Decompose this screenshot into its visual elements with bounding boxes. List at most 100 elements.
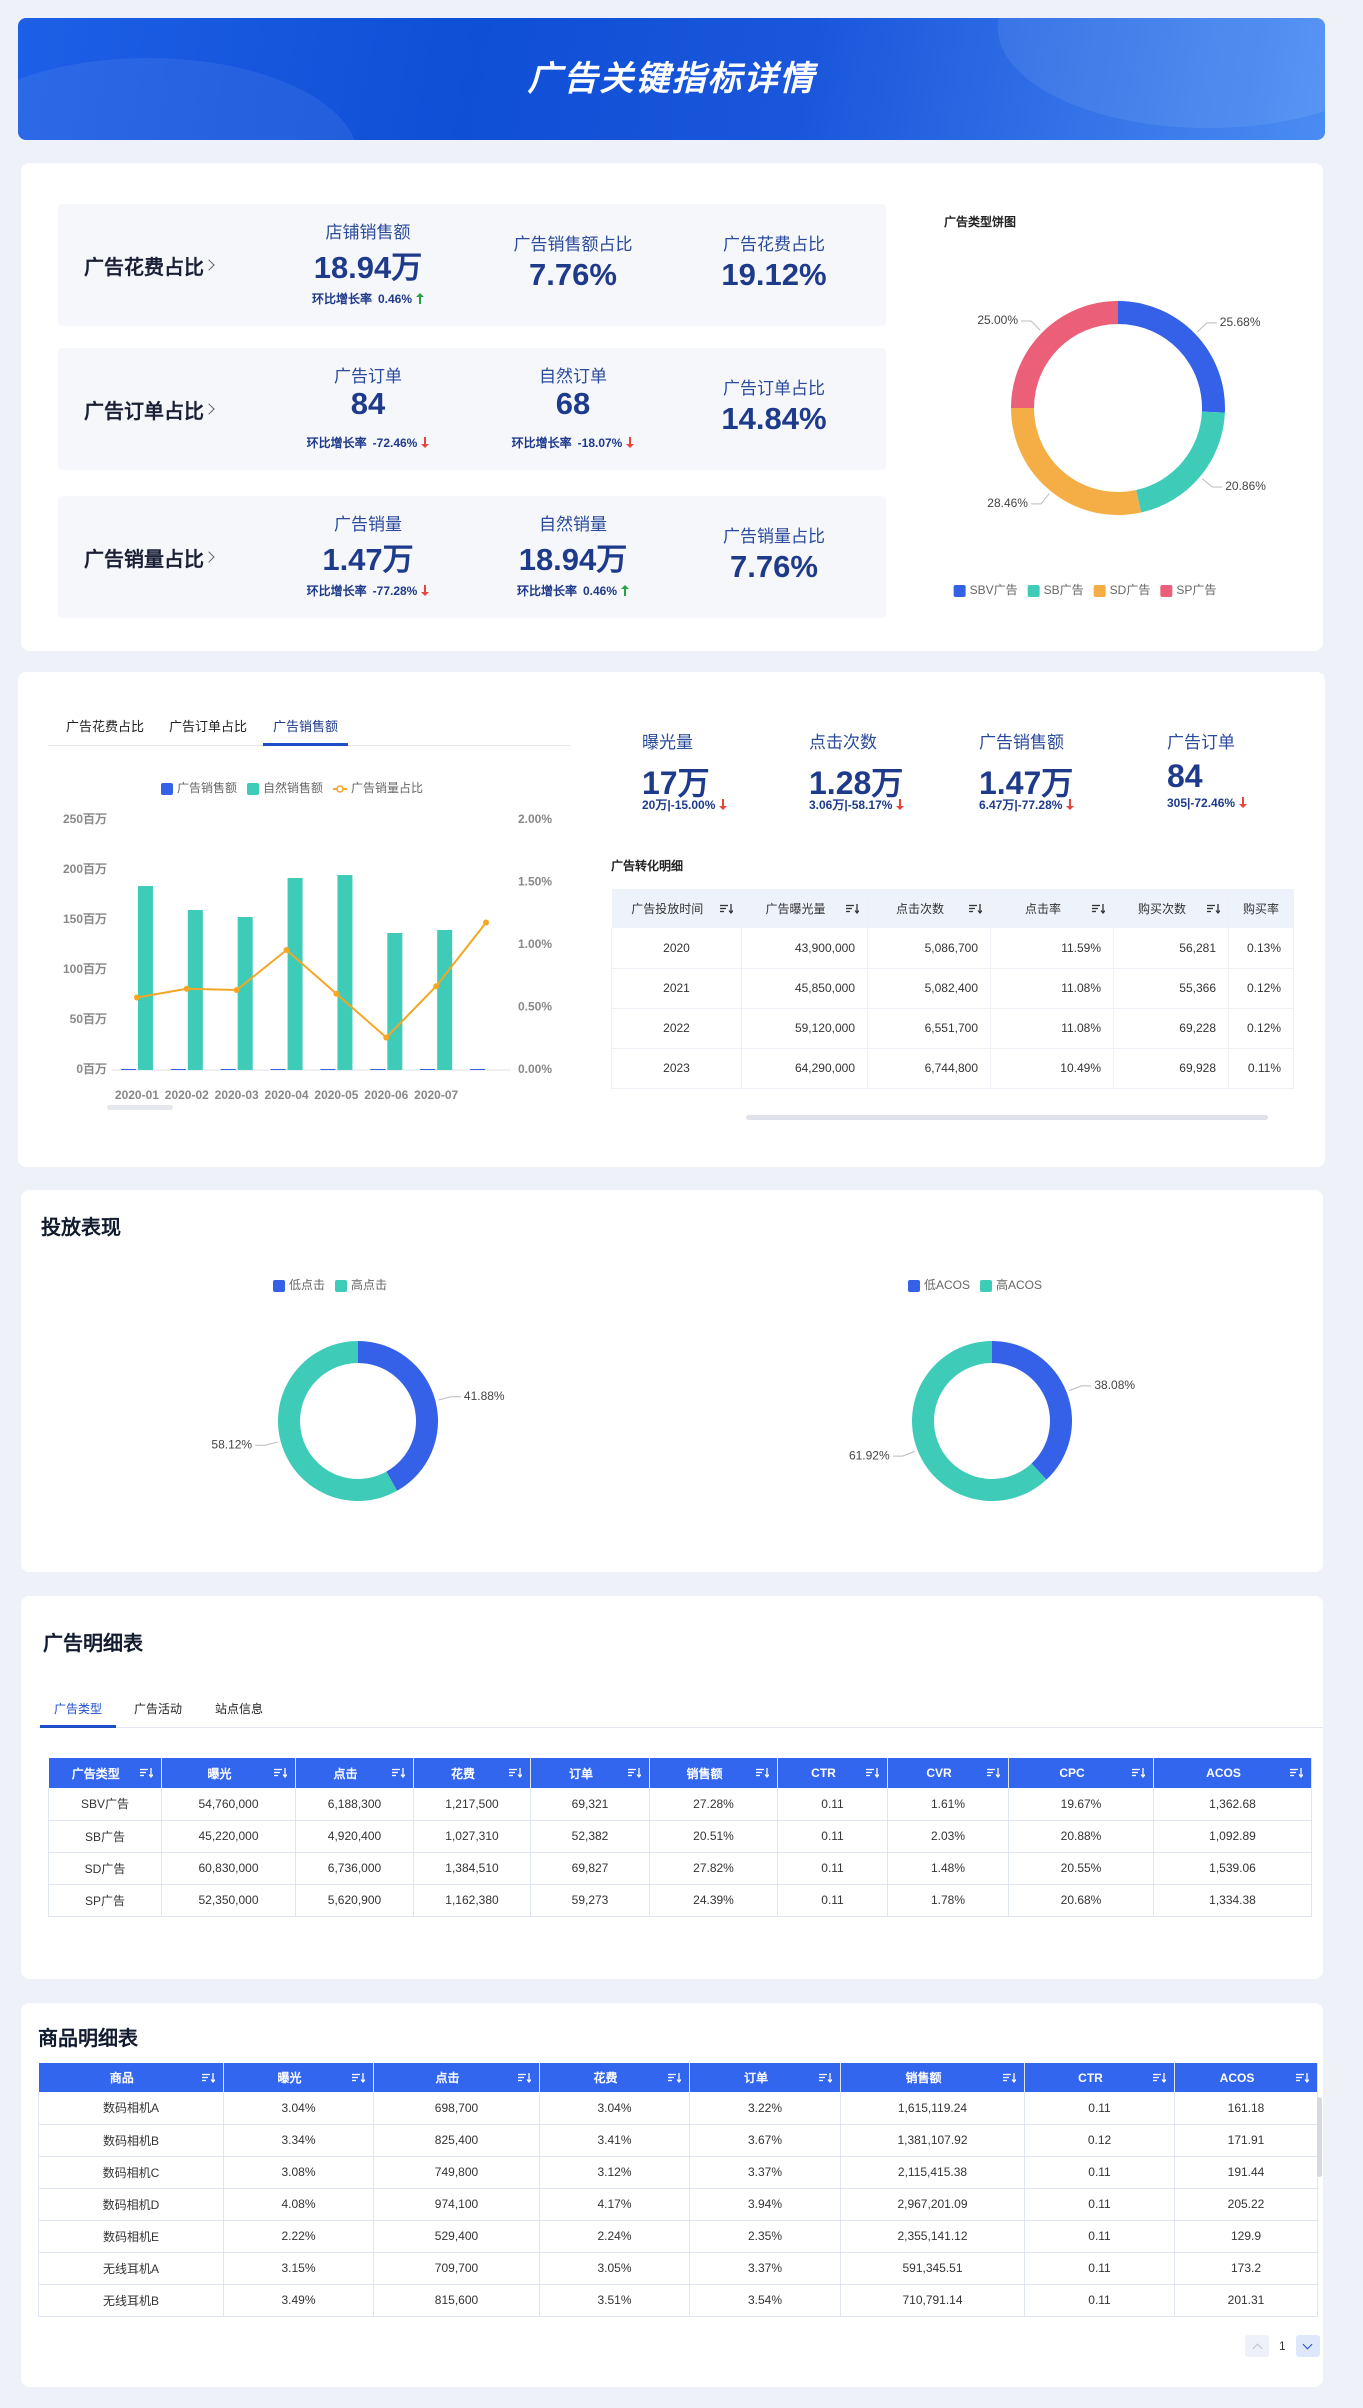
chevron (1302, 2339, 1313, 2349)
table-row: 数码相机B 3.34% 825,400 3.41% 3.67% 1,381,107.92 0… (38, 2124, 1318, 2156)
change-label: 环比增长率 (306, 584, 367, 598)
tab[interactable]: 广告类型 (54, 1702, 103, 1716)
header-cell[interactable]: CTR (777, 1758, 888, 1788)
row-label: 广告订单占比 (84, 400, 204, 423)
header-cell[interactable]: 订单 (530, 1758, 650, 1788)
header-label: 花费 (450, 1766, 475, 1781)
header-cell[interactable]: 点击次数 (867, 889, 991, 928)
table-cell: 749,800 (373, 2156, 540, 2188)
icon-line (977, 909, 982, 914)
tab[interactable]: 广告销售额 (273, 719, 339, 734)
table-cell: 591,345.51 (840, 2252, 1025, 2284)
table-cell: 2.24% (539, 2220, 690, 2252)
header-cell[interactable]: 购买率 (1228, 889, 1294, 928)
table-cell: 529,400 (373, 2220, 540, 2252)
header-cell[interactable]: 购买次数 (1113, 889, 1229, 928)
icon-line (1215, 909, 1220, 914)
header-row: 广告投放时间 广告曝光量 点击次数 点击率 购买次数 购买率 (611, 889, 1294, 928)
header-cell[interactable]: 花费 (413, 1758, 531, 1788)
table-cell: 59,273 (530, 1884, 650, 1916)
header-cell[interactable]: ACOS (1174, 2063, 1318, 2092)
table-cell: 3.34% (223, 2124, 374, 2156)
header-cell[interactable]: 销售额 (840, 2063, 1025, 2092)
arrow-shape (626, 437, 635, 448)
chevron (203, 259, 215, 271)
tab[interactable]: 广告订单占比 (169, 719, 248, 734)
table-cell: 5,620,900 (295, 1884, 414, 1916)
header-cell[interactable]: 广告投放时间 (611, 889, 742, 928)
table-row: SD广告 60,830,000 6,736,000 1,384,510 69,827 27… (48, 1852, 1312, 1884)
header-cell[interactable]: 点击 (295, 1758, 414, 1788)
tab[interactable]: 站点信息 (215, 1702, 264, 1716)
metric-value: 18.94万 (518, 542, 628, 577)
table-cell: 11.08% (990, 968, 1114, 1008)
row-label-wrap: 广告订单占比 (84, 348, 215, 470)
table-cell: 1,027,310 (413, 1820, 531, 1852)
header-cell[interactable]: CPC (1008, 1758, 1154, 1788)
header-cell[interactable]: 商品 (38, 2063, 224, 2092)
header-label: 商品 (109, 2071, 134, 2085)
change-value: -72.46% (372, 436, 418, 450)
header-cell[interactable]: 曝光 (161, 1758, 296, 1788)
table-cell: 45,850,000 (741, 968, 868, 1008)
table-cell: 2,115,415.38 (840, 2156, 1025, 2188)
metric-change: 环比增长率 -77.28% (258, 582, 478, 599)
table-cell: 69,827 (530, 1852, 650, 1884)
header-cell[interactable]: ACOS (1153, 1758, 1312, 1788)
icon-line (874, 1774, 879, 1778)
tab[interactable]: 广告活动 (134, 1702, 183, 1716)
tab[interactable]: 广告花费占比 (66, 719, 145, 734)
kpi: 广告订单 84 305|-72.46% (1167, 722, 1327, 822)
table-cell: 709,700 (373, 2252, 540, 2284)
header-cell[interactable]: 订单 (689, 2063, 841, 2092)
table-row: 无线耳机B 3.49% 815,600 3.51% 3.54% 710,791.14 0.1… (38, 2284, 1318, 2316)
table-cell: 2022 (611, 1008, 742, 1048)
icon-line (210, 2078, 215, 2083)
icon-line (854, 909, 859, 914)
metric-value: 18.94万 (313, 250, 423, 285)
table-cell: 43,900,000 (741, 928, 868, 968)
table-cell: 3.37% (689, 2156, 841, 2188)
header-cell[interactable]: 广告类型 (48, 1758, 162, 1788)
table-cell: 52,350,000 (161, 1884, 296, 1916)
trend-arrow (1239, 797, 1248, 808)
header-cell[interactable]: 花费 (539, 2063, 690, 2092)
trend-arrow (896, 799, 905, 810)
table-row: 数码相机D 4.08% 974,100 4.17% 3.94% 2,967,201.09 0… (38, 2188, 1318, 2220)
page-number[interactable]: 1 (1279, 2339, 1286, 2353)
header-label: ACOS (1219, 2070, 1255, 2085)
table-cell: 2.03% (887, 1820, 1009, 1852)
table-cell: 1,381,107.92 (840, 2124, 1025, 2156)
sort-icon (987, 1768, 1000, 1778)
header-cell[interactable]: 点击 (373, 2063, 540, 2092)
table-cell: 161.18 (1174, 2092, 1318, 2124)
header-label: 购买率 (1242, 902, 1279, 916)
header-cell[interactable]: 销售额 (649, 1758, 778, 1788)
trend-arrow (719, 799, 728, 810)
change-label: 环比增长率 (311, 292, 372, 306)
page-next[interactable] (1295, 2335, 1320, 2357)
header-cell[interactable]: CTR (1024, 2063, 1175, 2092)
table-cell: 20.55% (1008, 1852, 1154, 1884)
header-label: 点击率 (1024, 902, 1061, 916)
table-cell: 0.11 (1024, 2284, 1175, 2316)
table-cell: 974,100 (373, 2188, 540, 2220)
sort-icon (1153, 2072, 1166, 2083)
header-cell[interactable]: CVR (887, 1758, 1009, 1788)
header-cell[interactable]: 点击率 (990, 889, 1114, 928)
metric-value: 14.84% (721, 401, 827, 436)
header-cell[interactable]: 曝光 (223, 2063, 374, 2092)
table-cell: 0.11 (777, 1884, 888, 1916)
metric-change: 环比增长率 0.46% (258, 290, 478, 307)
kpi: 曝光量 17万 20万|-15.00% (642, 722, 802, 822)
header-cell[interactable]: 广告曝光量 (741, 889, 868, 928)
tab-divider (38, 1727, 1323, 1728)
table-row: 无线耳机A 3.15% 709,700 3.05% 3.37% 591,345.51 0.1… (38, 2252, 1318, 2284)
header-row: 商品 曝光 点击 花费 订单 销售额 CTR ACOS (38, 2063, 1318, 2092)
change-label: 环比增长率 (306, 436, 367, 450)
page-prev[interactable] (1245, 2335, 1269, 2357)
header-label: CVR (926, 1766, 952, 1780)
icon-line (1304, 2078, 1309, 2083)
kpi-value: 1.47万 (979, 765, 1074, 801)
icon-line (1140, 1774, 1145, 1778)
